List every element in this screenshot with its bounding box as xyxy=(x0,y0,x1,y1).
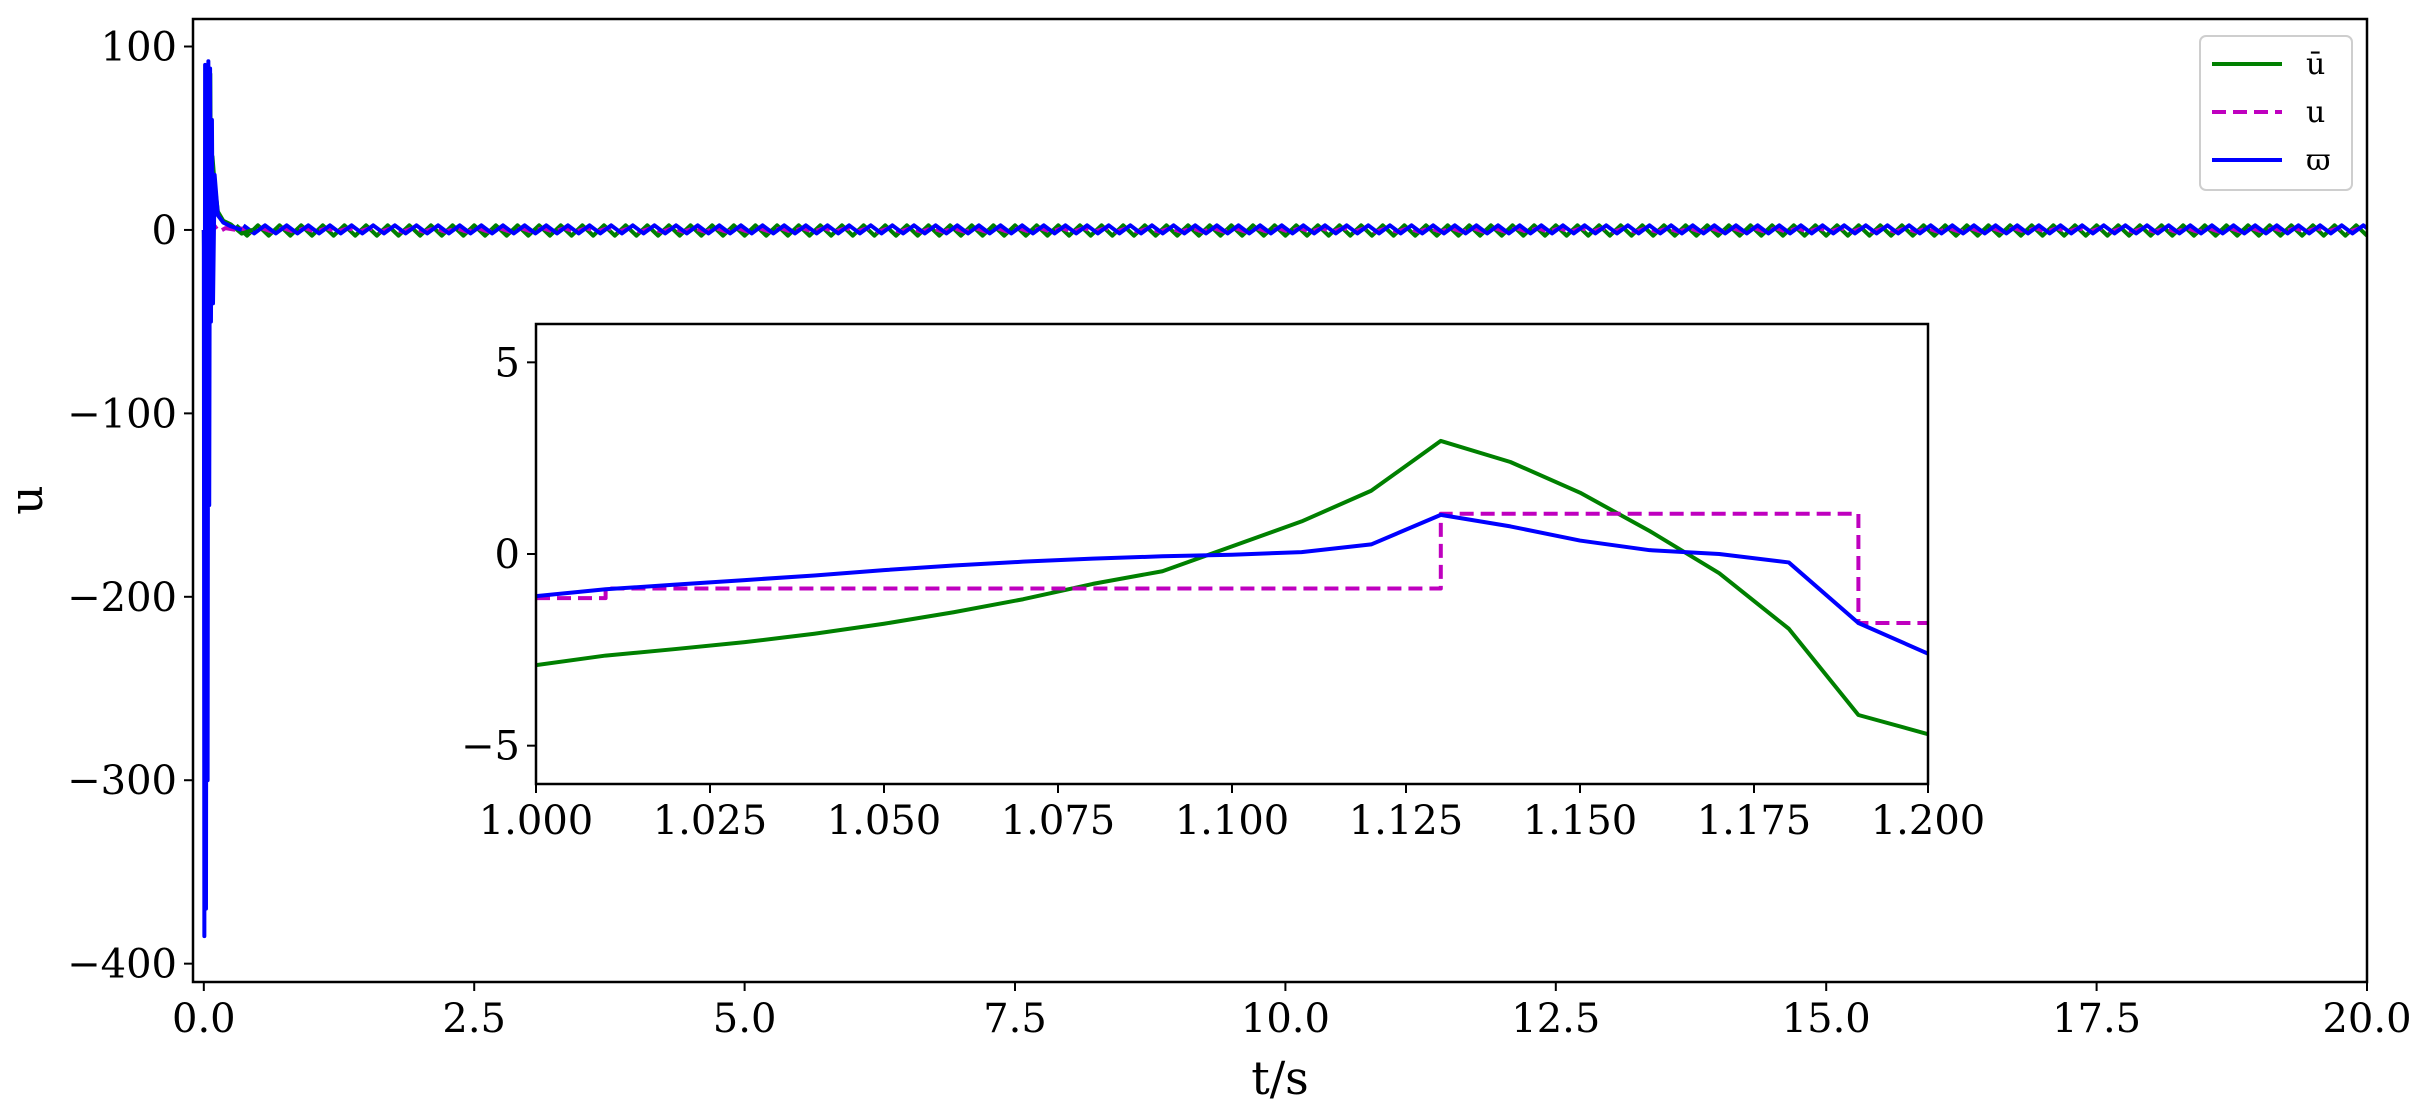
main-panel: 0.0 2.5 5.0 7.5 10.0 12.5 15.0 17.5 20.0 100 0 −100… xyxy=(0,17,2412,1105)
legend-label: u xyxy=(2306,95,2325,130)
0-x-tick-label: 12.5 xyxy=(1511,996,1600,1042)
1-y-tick-label: −5 xyxy=(461,724,520,770)
1-x-tick-label: 1.150 xyxy=(1523,798,1638,844)
legend-entry: ϖ xyxy=(2212,143,2330,178)
inset-panel: 1.000 1.025 1.050 1.075 1.100 1.125 1.150 1.175… xyxy=(461,322,1985,844)
1-x-tick-label: 1.175 xyxy=(1697,798,1812,844)
0-x-tick-label: 0.0 xyxy=(172,996,236,1042)
0-x-tick-label: 15.0 xyxy=(1782,996,1871,1042)
0-y-tick-label: −400 xyxy=(67,942,177,988)
legend-entry: u xyxy=(2212,95,2325,130)
0-y-tick-label: −300 xyxy=(67,758,177,804)
main-series-lines xyxy=(201,59,2367,939)
inset-series-line xyxy=(536,511,1928,625)
legend: ū u ϖ xyxy=(2199,35,2353,191)
main-plot-frame xyxy=(191,17,2369,984)
main-series-line xyxy=(242,223,2367,236)
main-y-axis-label: u xyxy=(0,485,53,515)
0-y-tick-label: 0 xyxy=(152,208,177,254)
inset-series-line xyxy=(536,438,1928,737)
1-y-tick-label: 5 xyxy=(495,340,520,386)
inset-series-line xyxy=(536,512,1928,656)
0-x-tick-label: 10.0 xyxy=(1241,996,1330,1042)
legend-entry: ū xyxy=(2212,47,2325,82)
0-y-tick-label: −100 xyxy=(67,391,177,437)
0-x-tick-label: 5.0 xyxy=(713,996,777,1042)
main-axis-ticks: 0.0 2.5 5.0 7.5 10.0 12.5 15.0 17.5 20.0 100 0 −100… xyxy=(67,25,2411,1042)
1-x-tick-label: 1.000 xyxy=(479,798,594,844)
inset-axis-ticks: 1.000 1.025 1.050 1.075 1.100 1.125 1.150 1.175… xyxy=(461,340,1985,844)
1-y-tick-label: 0 xyxy=(495,532,520,578)
0-x-tick-label: 17.5 xyxy=(2052,996,2141,1042)
main-x-axis-label: t/s xyxy=(1251,1051,1309,1105)
1-x-tick-label: 1.200 xyxy=(1871,798,1986,844)
legend-label: ϖ xyxy=(2306,143,2330,178)
main-series-transient xyxy=(201,59,243,939)
0-x-tick-label: 7.5 xyxy=(983,996,1047,1042)
legend-label: ū xyxy=(2306,47,2325,82)
1-x-tick-label: 1.025 xyxy=(653,798,768,844)
inset-series-lines xyxy=(536,438,1928,737)
1-x-tick-label: 1.125 xyxy=(1349,798,1464,844)
1-x-tick-label: 1.075 xyxy=(1001,798,1116,844)
1-x-tick-label: 1.050 xyxy=(827,798,942,844)
0-x-tick-label: 2.5 xyxy=(442,996,506,1042)
0-y-tick-label: 100 xyxy=(101,25,177,71)
0-y-tick-label: −200 xyxy=(67,575,177,621)
1-x-tick-label: 1.100 xyxy=(1175,798,1290,844)
0-x-tick-label: 20.0 xyxy=(2322,996,2411,1042)
